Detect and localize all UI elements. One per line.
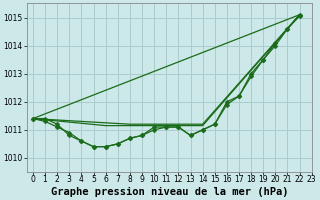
X-axis label: Graphe pression niveau de la mer (hPa): Graphe pression niveau de la mer (hPa) xyxy=(51,186,288,197)
